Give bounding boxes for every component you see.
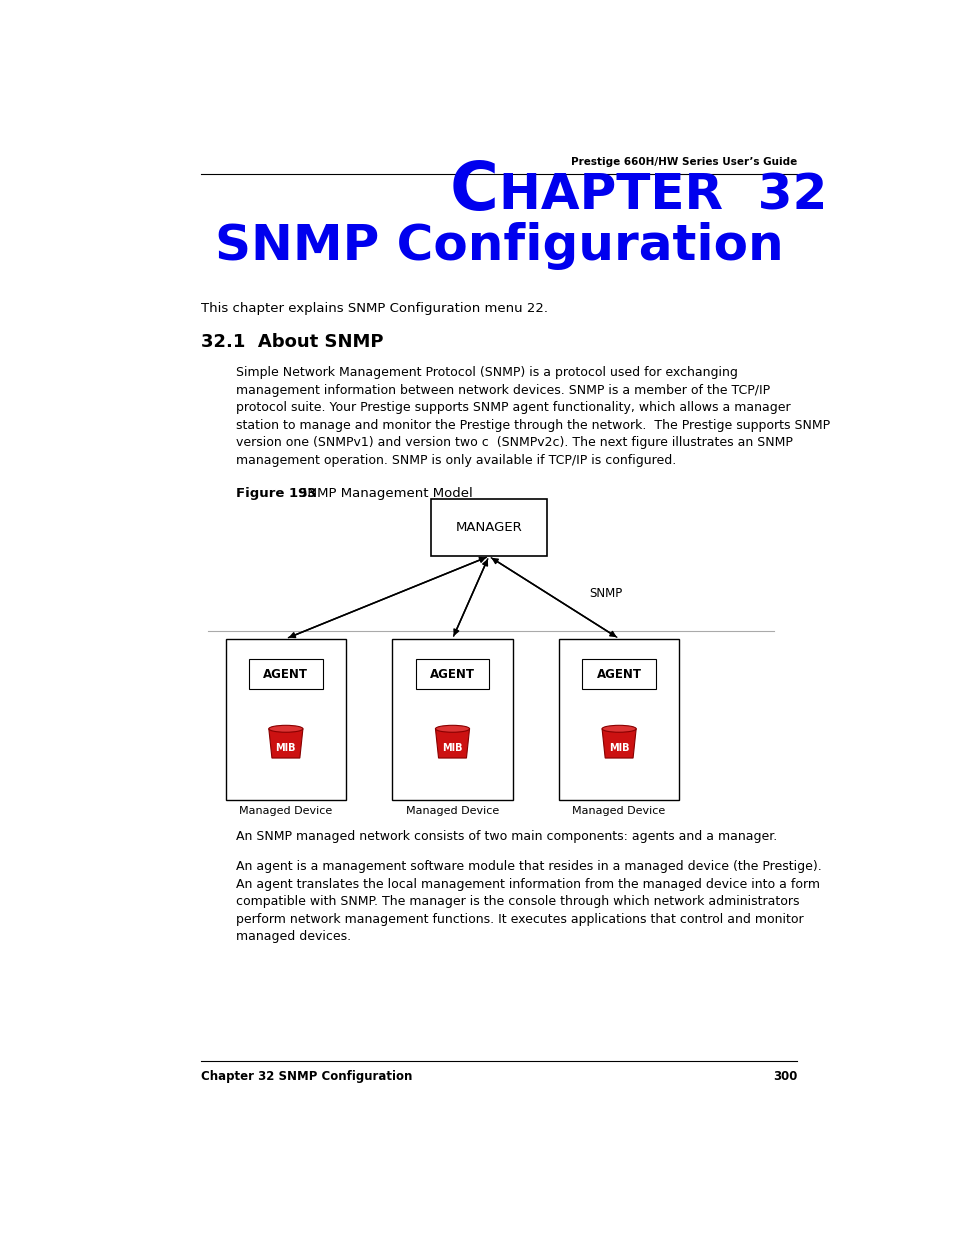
Text: Managed Device: Managed Device	[239, 805, 333, 816]
Ellipse shape	[601, 725, 636, 732]
Bar	[431, 499, 546, 556]
Text: C: C	[450, 158, 498, 224]
Text: Figure 193   SNMP Management Model: Figure 193 SNMP Management Model	[235, 487, 492, 500]
Text: Figure 193: Figure 193	[235, 487, 315, 500]
Text: This chapter explains SNMP Configuration menu 22.: This chapter explains SNMP Configuration…	[200, 303, 547, 315]
Text: MANAGER: MANAGER	[456, 521, 521, 534]
Bar	[226, 638, 346, 800]
Text: MIB: MIB	[275, 742, 295, 753]
Ellipse shape	[269, 725, 303, 732]
Text: SNMP Configuration: SNMP Configuration	[214, 222, 782, 270]
Text: 32.1  About SNMP: 32.1 About SNMP	[200, 333, 383, 351]
FancyArrowPatch shape	[454, 559, 487, 635]
Bar	[416, 659, 489, 689]
Polygon shape	[269, 729, 303, 758]
Text: AGENT: AGENT	[596, 668, 641, 680]
Text: SNMP: SNMP	[589, 587, 622, 600]
Text: HAPTER  32: HAPTER 32	[498, 172, 826, 220]
Text: AGENT: AGENT	[430, 668, 475, 680]
Polygon shape	[435, 729, 469, 758]
Text: 300: 300	[772, 1070, 797, 1083]
Text: An agent is a management software module that resides in a managed device (the P: An agent is a management software module…	[235, 861, 821, 944]
Text: MIB: MIB	[442, 742, 462, 753]
FancyArrowPatch shape	[492, 558, 617, 637]
Bar	[392, 638, 512, 800]
FancyArrowPatch shape	[288, 557, 484, 637]
Text: Managed Device: Managed Device	[405, 805, 498, 816]
Text: Simple Network Management Protocol (SNMP) is a protocol used for exchanging
mana: Simple Network Management Protocol (SNMP…	[235, 366, 829, 467]
FancyArrowPatch shape	[491, 558, 615, 636]
Text: An SNMP managed network consists of two main components: agents and a manager.: An SNMP managed network consists of two …	[235, 830, 776, 842]
Text: AGENT: AGENT	[263, 668, 308, 680]
Text: Managed Device: Managed Device	[572, 805, 665, 816]
Bar	[581, 659, 656, 689]
Text: Chapter 32 SNMP Configuration: Chapter 32 SNMP Configuration	[200, 1070, 412, 1083]
Text: MIB: MIB	[608, 742, 629, 753]
Ellipse shape	[435, 725, 469, 732]
FancyArrowPatch shape	[290, 557, 486, 637]
Bar	[558, 638, 679, 800]
Text: SNMP Management Model: SNMP Management Model	[298, 487, 473, 500]
Bar	[249, 659, 322, 689]
Text: Prestige 660H/HW Series User’s Guide: Prestige 660H/HW Series User’s Guide	[571, 157, 797, 168]
FancyArrowPatch shape	[453, 561, 487, 636]
Polygon shape	[601, 729, 636, 758]
